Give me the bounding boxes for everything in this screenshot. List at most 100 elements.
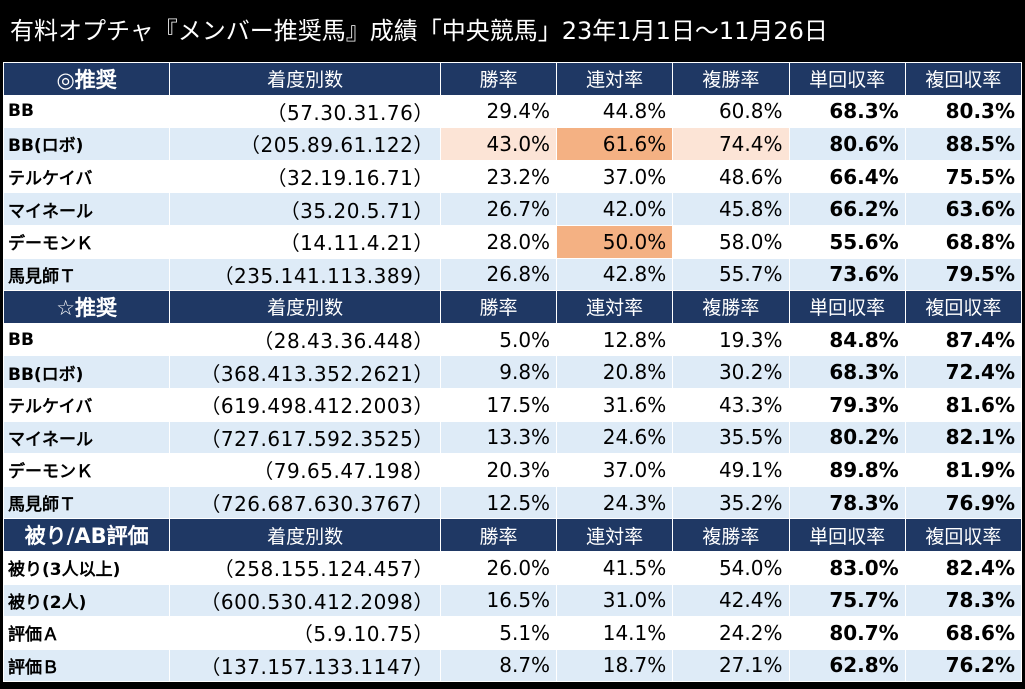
cell-record-counts: （5.9.10.75）: [169, 616, 441, 650]
row-label: BB: [2, 94, 171, 129]
cell-place-return: 76.2%: [904, 648, 1023, 683]
row-label: 馬見師Ｔ: [2, 257, 171, 292]
results-table: ◎推奨 着度別数 勝率 連対率 複勝率 単回収率 複回収率 BB （57.30.31.76） 29…: [2, 62, 1023, 683]
cell-record-counts: （205.89.61.122）: [169, 127, 441, 161]
cell-record-counts: （137.157.133.1147）: [169, 648, 441, 683]
cell-record-counts: （35.20.5.71）: [169, 192, 441, 226]
cell-record-counts: （235.141.113.389）: [169, 257, 441, 292]
page-title: 有料オプチャ『メンバー推奨馬』成績「中央競馬」23年1月1日〜11月26日: [0, 0, 1025, 62]
row-label: マイネール: [2, 192, 171, 226]
cell-place-return: 79.5%: [904, 257, 1023, 292]
table-row: マイネール （727.617.592.3525） 13.3% 24.6% 35.5% 80…: [2, 420, 1023, 455]
row-label: BB(ロボ): [2, 127, 171, 161]
cell-win-return: 84.8%: [788, 322, 906, 357]
table-row: 評価Ａ （5.9.10.75） 5.1% 14.1% 24.2% 80.7% 68.6%: [2, 616, 1023, 650]
cell-top2-rate: 37.0%: [556, 159, 674, 194]
cell-place-return: 88.5%: [904, 127, 1023, 161]
cell-place-return: 82.1%: [904, 420, 1023, 455]
cell-top2-rate: 41.5%: [556, 550, 674, 585]
cell-top2-rate: 24.3%: [556, 485, 674, 520]
cell-top3-rate: 60.8%: [672, 94, 790, 129]
cell-win-rate: 16.5%: [439, 583, 558, 618]
cell-top2-rate: 12.8%: [556, 322, 674, 357]
cell-win-return: 66.2%: [788, 192, 906, 226]
cell-place-return: 80.3%: [904, 94, 1023, 129]
cell-place-return: 81.6%: [904, 387, 1023, 422]
row-label: 被り(3人以上): [2, 550, 171, 585]
cell-win-rate: 26.8%: [439, 257, 558, 292]
section-header-row: ☆推奨 着度別数 勝率 連対率 複勝率 単回収率 複回収率: [2, 290, 1023, 324]
cell-top3-rate: 49.1%: [672, 453, 790, 487]
cell-win-return: 66.4%: [788, 159, 906, 194]
table-row: テルケイバ （32.19.16.71） 23.2% 37.0% 48.6% 66.4% 75…: [2, 159, 1023, 194]
cell-win-return: 80.2%: [788, 420, 906, 455]
section-title: 被り/AB評価: [2, 518, 171, 552]
cell-top3-rate: 45.8%: [672, 192, 790, 226]
cell-win-return: 73.6%: [788, 257, 906, 292]
cell-win-rate: 13.3%: [439, 420, 558, 455]
cell-win-return: 83.0%: [788, 550, 906, 585]
row-label: マイネール: [2, 420, 171, 455]
column-header-top3-rate: 複勝率: [672, 62, 790, 96]
cell-top2-rate: 37.0%: [556, 453, 674, 487]
table-row: デーモンＫ （79.65.47.198） 20.3% 37.0% 49.1% 89.8% 8…: [2, 453, 1023, 487]
cell-record-counts: （726.687.630.3767）: [169, 485, 441, 520]
row-label: テルケイバ: [2, 387, 171, 422]
cell-win-rate: 17.5%: [439, 387, 558, 422]
cell-top2-rate: 44.8%: [556, 94, 674, 129]
column-header-win-rate: 勝率: [439, 518, 558, 552]
cell-win-return: 80.6%: [788, 127, 906, 161]
table-row: BB(ロボ) （368.413.352.2621） 9.8% 20.8% 30.2% 68…: [2, 355, 1023, 389]
cell-place-return: 81.9%: [904, 453, 1023, 487]
cell-record-counts: （28.43.36.448）: [169, 322, 441, 357]
section-header-row: ◎推奨 着度別数 勝率 連対率 複勝率 単回収率 複回収率: [2, 62, 1023, 96]
cell-place-return: 87.4%: [904, 322, 1023, 357]
table-row: BB(ロボ) （205.89.61.122） 43.0% 61.6% 74.4% 80.6…: [2, 127, 1023, 161]
column-header-win-return: 単回収率: [788, 62, 906, 96]
cell-win-rate: 5.1%: [439, 616, 558, 650]
row-label: 被り(2人): [2, 583, 171, 618]
column-header-place-return: 複回収率: [904, 518, 1023, 552]
cell-record-counts: （368.413.352.2621）: [169, 355, 441, 389]
cell-place-return: 82.4%: [904, 550, 1023, 585]
cell-win-return: 68.3%: [788, 355, 906, 389]
cell-win-rate: 8.7%: [439, 648, 558, 683]
table-row: 馬見師Ｔ （726.687.630.3767） 12.5% 24.3% 35.2% 78.…: [2, 485, 1023, 520]
cell-record-counts: （14.11.4.21）: [169, 224, 441, 259]
column-header-record-counts: 着度別数: [169, 290, 441, 324]
cell-win-rate: 5.0%: [439, 322, 558, 357]
column-header-win-rate: 勝率: [439, 62, 558, 96]
cell-record-counts: （57.30.31.76）: [169, 94, 441, 129]
cell-win-rate: 26.0%: [439, 550, 558, 585]
cell-win-return: 78.3%: [788, 485, 906, 520]
column-header-win-return: 単回収率: [788, 518, 906, 552]
cell-top3-rate: 30.2%: [672, 355, 790, 389]
cell-win-return: 79.3%: [788, 387, 906, 422]
cell-record-counts: （727.617.592.3525）: [169, 420, 441, 455]
column-header-win-rate: 勝率: [439, 290, 558, 324]
cell-record-counts: （258.155.124.457）: [169, 550, 441, 585]
row-label: BB: [2, 322, 171, 357]
table-row: テルケイバ （619.498.412.2003） 17.5% 31.6% 43.3% 79…: [2, 387, 1023, 422]
row-label: 馬見師Ｔ: [2, 485, 171, 520]
cell-top3-rate: 42.4%: [672, 583, 790, 618]
cell-win-return: 80.7%: [788, 616, 906, 650]
cell-place-return: 68.8%: [904, 224, 1023, 259]
row-label: BB(ロボ): [2, 355, 171, 389]
cell-record-counts: （79.65.47.198）: [169, 453, 441, 487]
cell-top3-rate: 27.1%: [672, 648, 790, 683]
cell-top3-rate: 24.2%: [672, 616, 790, 650]
section-header-row: 被り/AB評価 着度別数 勝率 連対率 複勝率 単回収率 複回収率: [2, 518, 1023, 552]
row-label: デーモンＫ: [2, 224, 171, 259]
cell-top2-rate: 14.1%: [556, 616, 674, 650]
cell-top2-rate: 18.7%: [556, 648, 674, 683]
cell-win-rate: 29.4%: [439, 94, 558, 129]
cell-win-rate: 28.0%: [439, 224, 558, 259]
cell-win-rate: 20.3%: [439, 453, 558, 487]
column-header-record-counts: 着度別数: [169, 518, 441, 552]
cell-top3-rate: 43.3%: [672, 387, 790, 422]
cell-record-counts: （32.19.16.71）: [169, 159, 441, 194]
cell-top2-rate: 31.0%: [556, 583, 674, 618]
cell-top3-rate: 54.0%: [672, 550, 790, 585]
column-header-place-return: 複回収率: [904, 62, 1023, 96]
